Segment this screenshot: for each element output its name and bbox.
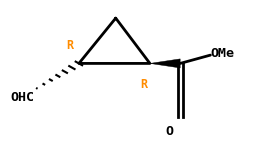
Text: O: O — [166, 125, 174, 138]
Text: OMe: OMe — [210, 47, 234, 60]
Text: R: R — [140, 78, 147, 91]
Polygon shape — [150, 59, 180, 68]
Text: OHC: OHC — [10, 91, 34, 104]
Text: R: R — [66, 39, 73, 52]
